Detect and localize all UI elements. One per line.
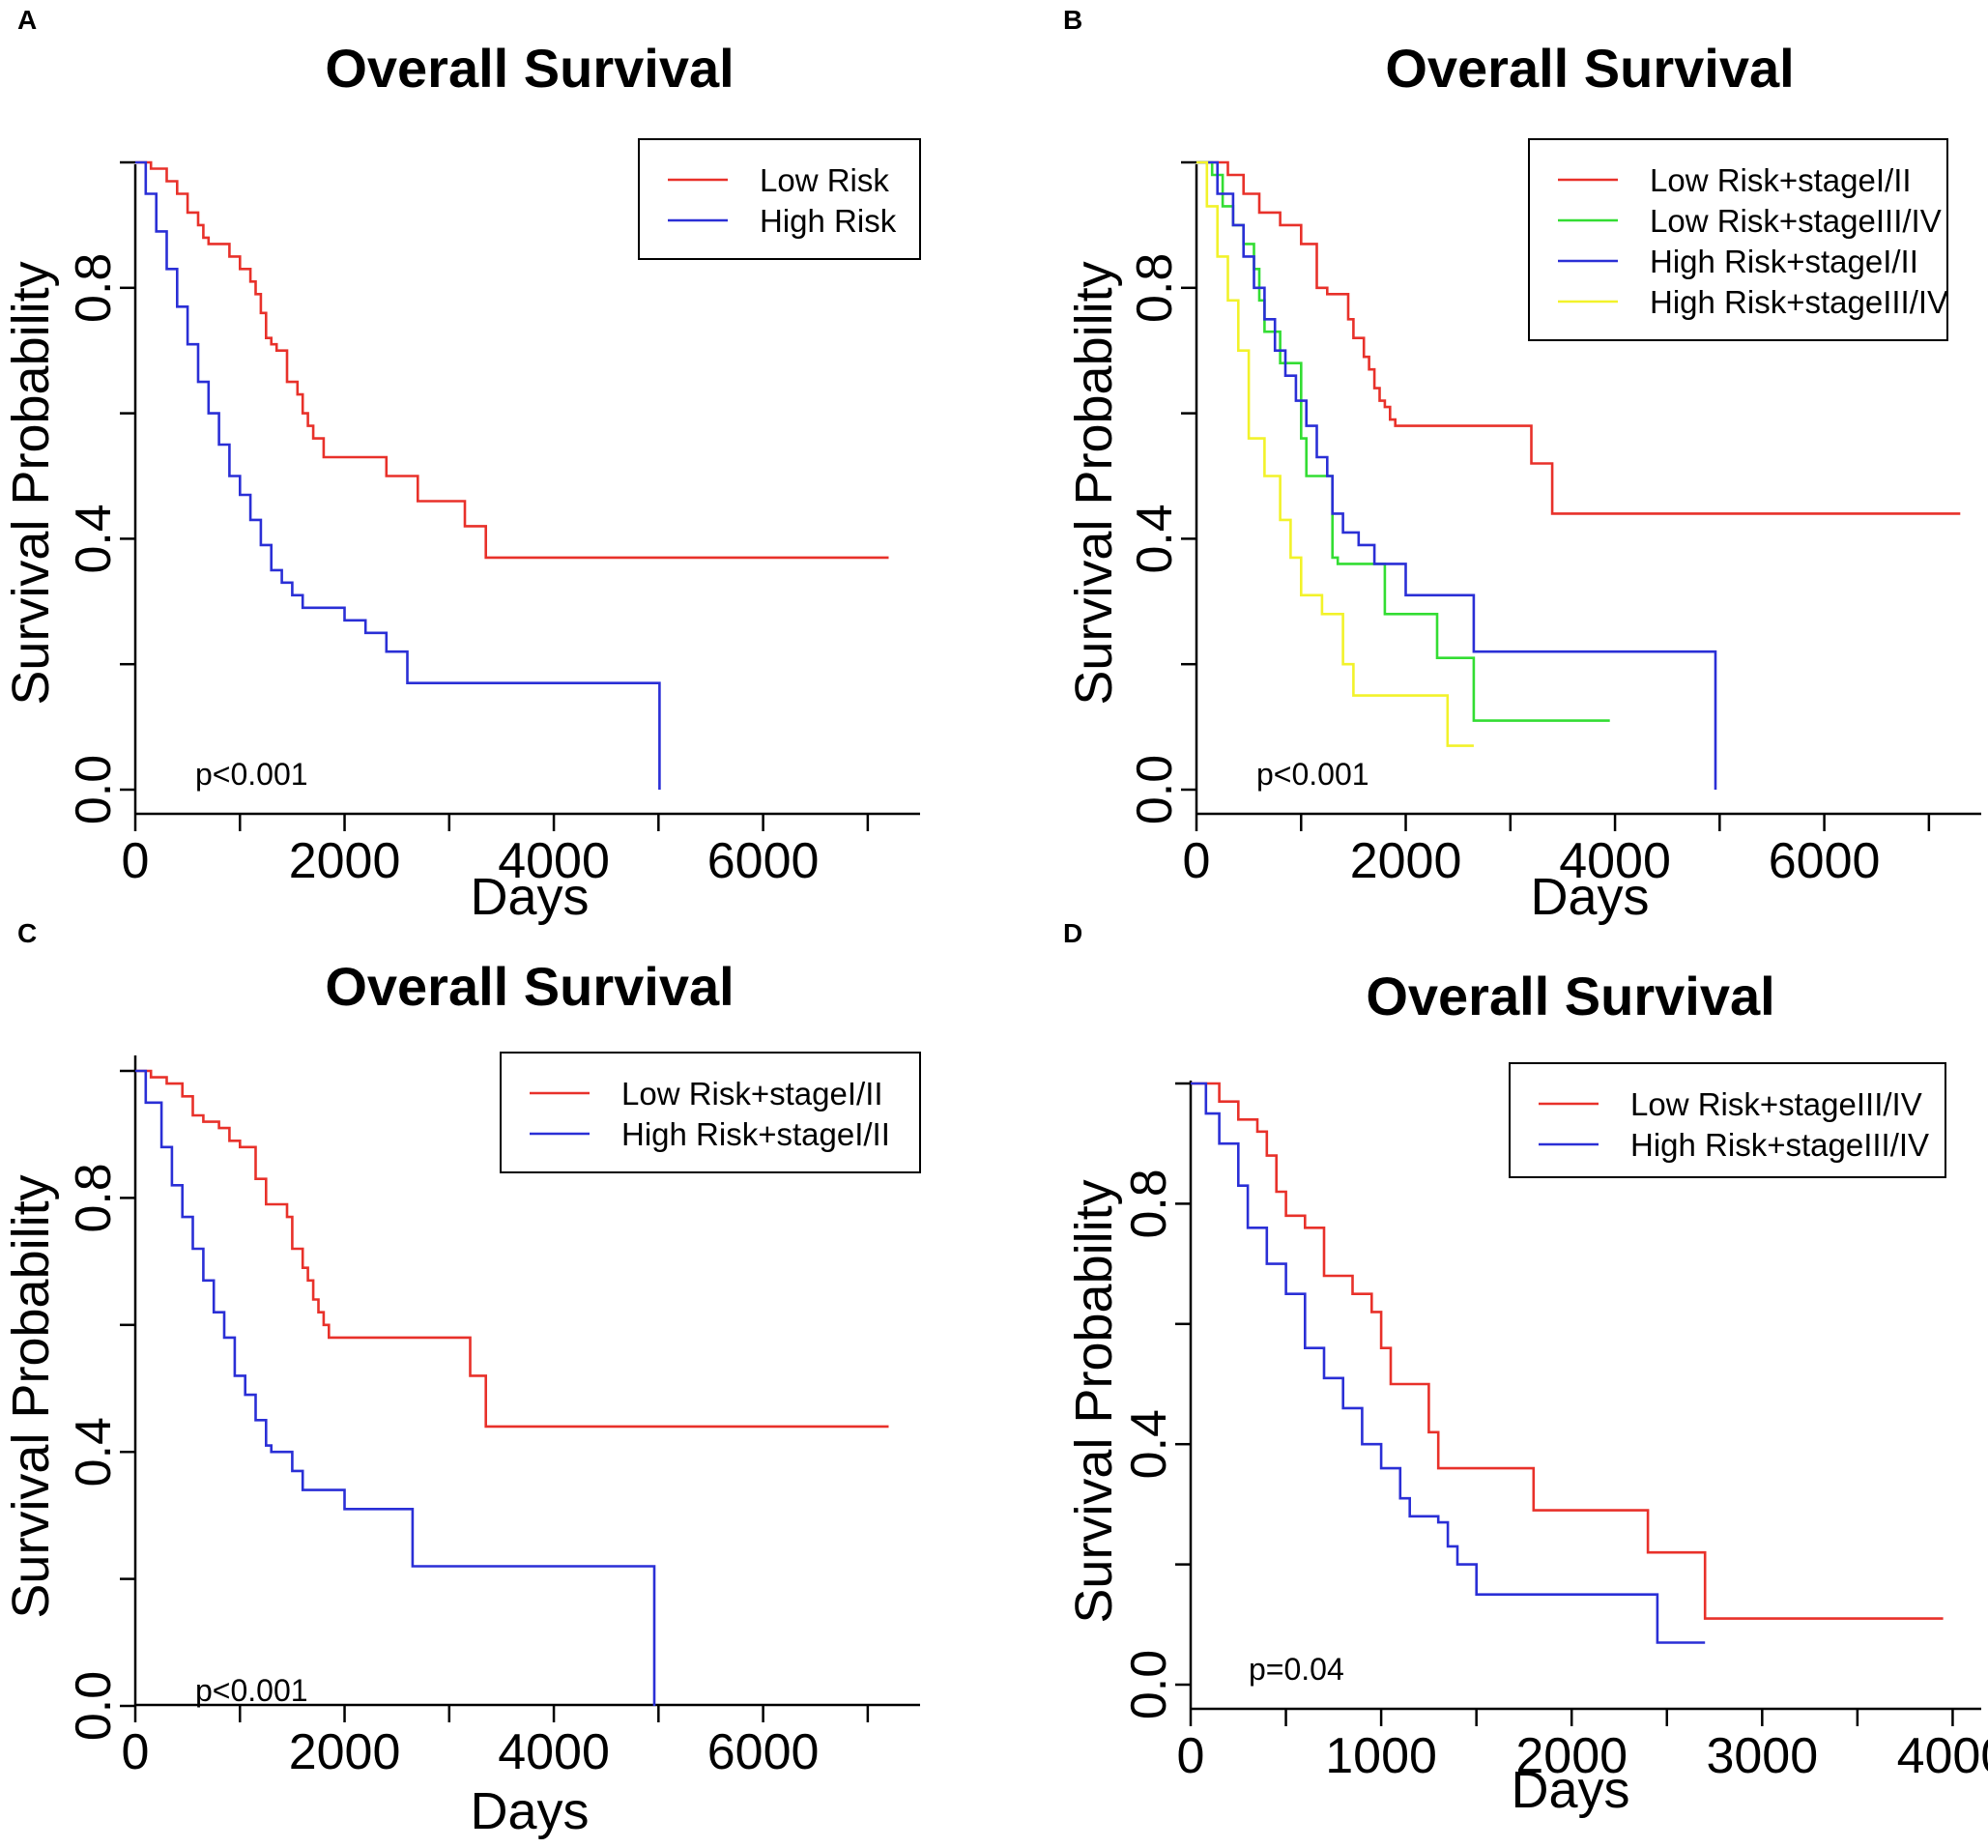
panel-c-x-tick-label: 6000 [707,1724,820,1780]
panel-b-legend-label-low-risk-stagei-ii: Low Risk+stageI/II [1650,162,1912,198]
panel-c-title: Overall Survival [325,956,734,1017]
panel-a-y-tick-label: 0.0 [66,755,122,824]
panel-c-y-tick-label: 0.8 [66,1163,122,1232]
panel-d-legend-box [1509,1062,1946,1178]
panel-b-x-axis-label: Days [1530,868,1649,926]
panel-a-x-tick-label: 2000 [289,833,401,889]
panel-a-p-value: p<0.001 [195,757,308,792]
panel-a-legend-box [638,138,921,260]
panel-d-x-tick-label: 2000 [1515,1728,1628,1784]
panel-b-y-tick-label: 0.8 [1127,253,1183,323]
panel-b-x-tick-label: 0 [1183,833,1211,889]
panel-b-x-tick-label: 4000 [1559,833,1671,889]
panel-d: D Overall Survival 0 1000 2000 3000 4000 0.0 0.4… [1063,918,1988,1819]
panel-b-title: Overall Survival [1385,38,1794,99]
panel-a: A Overall Survival 0 2000 4000 6000 0.0 0.4 0.8 D… [2,5,921,926]
panel-b-x-tick-label: 6000 [1769,833,1881,889]
panel-c-legend-box [500,1052,921,1173]
panel-d-y-axis-label: Survival Probability [1065,1179,1123,1623]
panel-d-x-tick-label: 0 [1177,1728,1205,1784]
panel-d-curve-low-risk-stageiii-iv [1191,1082,1944,1620]
panel-b-x-tick-label: 2000 [1350,833,1462,889]
panel-b-y-axis-label: Survival Probability [1065,261,1123,705]
panel-c-letter: C [17,918,37,948]
panel-c-curve-high-risk-stagei-ii [135,1069,656,1706]
panel-c-legend-label-high-risk-stagei-ii: High Risk+stageI/II [621,1116,890,1152]
panel-b-curve-high-risk-stageiii-iv [1196,160,1474,747]
panel-d-x-tick-label: 1000 [1325,1728,1437,1784]
panel-b-y-tick-label: 0.4 [1127,504,1183,573]
panel-a-x-tick-label: 0 [122,833,150,889]
panel-b-curve-low-risk-stagei-ii [1196,160,1961,515]
panel-d-x-tick-label: 4000 [1897,1728,1988,1784]
panel-b-p-value: p<0.001 [1256,757,1369,792]
panel-a-curve-low-risk [135,160,889,560]
panel-d-x-tick-label: 3000 [1706,1728,1818,1784]
panel-a-x-tick-label: 4000 [498,833,610,889]
panel-b: B Overall Survival 0 2000 4000 6000 0.0 0.4 0.8 D… [1063,5,1981,926]
panel-d-legend-label-low-risk-stageiii-iv: Low Risk+stageIII/IV [1630,1086,1922,1122]
panel-b-legend-label-high-risk-stageiii-iv: High Risk+stageIII/IV [1650,284,1948,320]
panel-d-y-tick-label: 0.0 [1121,1650,1177,1719]
panel-c-legend-label-low-risk-stagei-ii: Low Risk+stageI/II [621,1076,883,1112]
panel-c-x-tick-label: 4000 [498,1724,610,1780]
panel-c-curve-low-risk-stagei-ii [135,1069,889,1429]
panel-d-y-tick-label: 0.8 [1121,1169,1177,1238]
panel-b-y-tick-label: 0.0 [1127,755,1183,824]
panel-b-legend-box [1528,138,1948,341]
panel-c-x-tick-label: 0 [122,1724,150,1780]
panel-d-p-value: p=0.04 [1249,1652,1344,1687]
panel-a-legend-label-high-risk: High Risk [760,203,897,239]
panel-a-title: Overall Survival [325,38,734,99]
panel-c-y-axis-label: Survival Probability [2,1174,60,1618]
panel-b-legend-label-high-risk-stagei-ii: High Risk+stageI/II [1650,244,1918,279]
panel-d-y-tick-label: 0.4 [1121,1409,1177,1479]
panel-b-legend-label-low-risk-stageiii-iv: Low Risk+stageIII/IV [1650,203,1942,239]
panel-a-y-tick-label: 0.4 [66,504,122,573]
panel-d-x-axis-label: Days [1511,1761,1629,1819]
panel-a-letter: A [17,5,37,35]
panel-d-letter: D [1063,918,1082,948]
panel-b-letter: B [1063,5,1082,35]
panel-a-x-tick-label: 6000 [707,833,820,889]
panel-a-curve-high-risk [135,160,661,790]
panel-c-y-tick-label: 0.0 [66,1671,122,1741]
panel-c-y-tick-label: 0.4 [66,1417,122,1487]
panel-a-x-axis-label: Days [470,868,589,926]
panel-a-legend-label-low-risk: Low Risk [760,162,889,198]
panel-d-title: Overall Survival [1366,966,1774,1026]
panel-c-p-value: p<0.001 [195,1673,308,1708]
panel-a-y-tick-label: 0.8 [66,253,122,323]
panel-c-x-tick-label: 2000 [289,1724,401,1780]
panel-c-x-axis-label: Days [470,1782,589,1840]
panel-b-curve-high-risk-stagei-ii [1196,160,1717,790]
panel-c: C Overall Survival 0 2000 4000 6000 0.0 0.4 0.8 D… [2,918,921,1840]
panel-a-y-axis-label: Survival Probability [2,261,60,705]
panel-d-legend-label-high-risk-stageiii-iv: High Risk+stageIII/IV [1630,1127,1929,1163]
panel-d-curve-high-risk-stageiii-iv [1191,1082,1706,1644]
